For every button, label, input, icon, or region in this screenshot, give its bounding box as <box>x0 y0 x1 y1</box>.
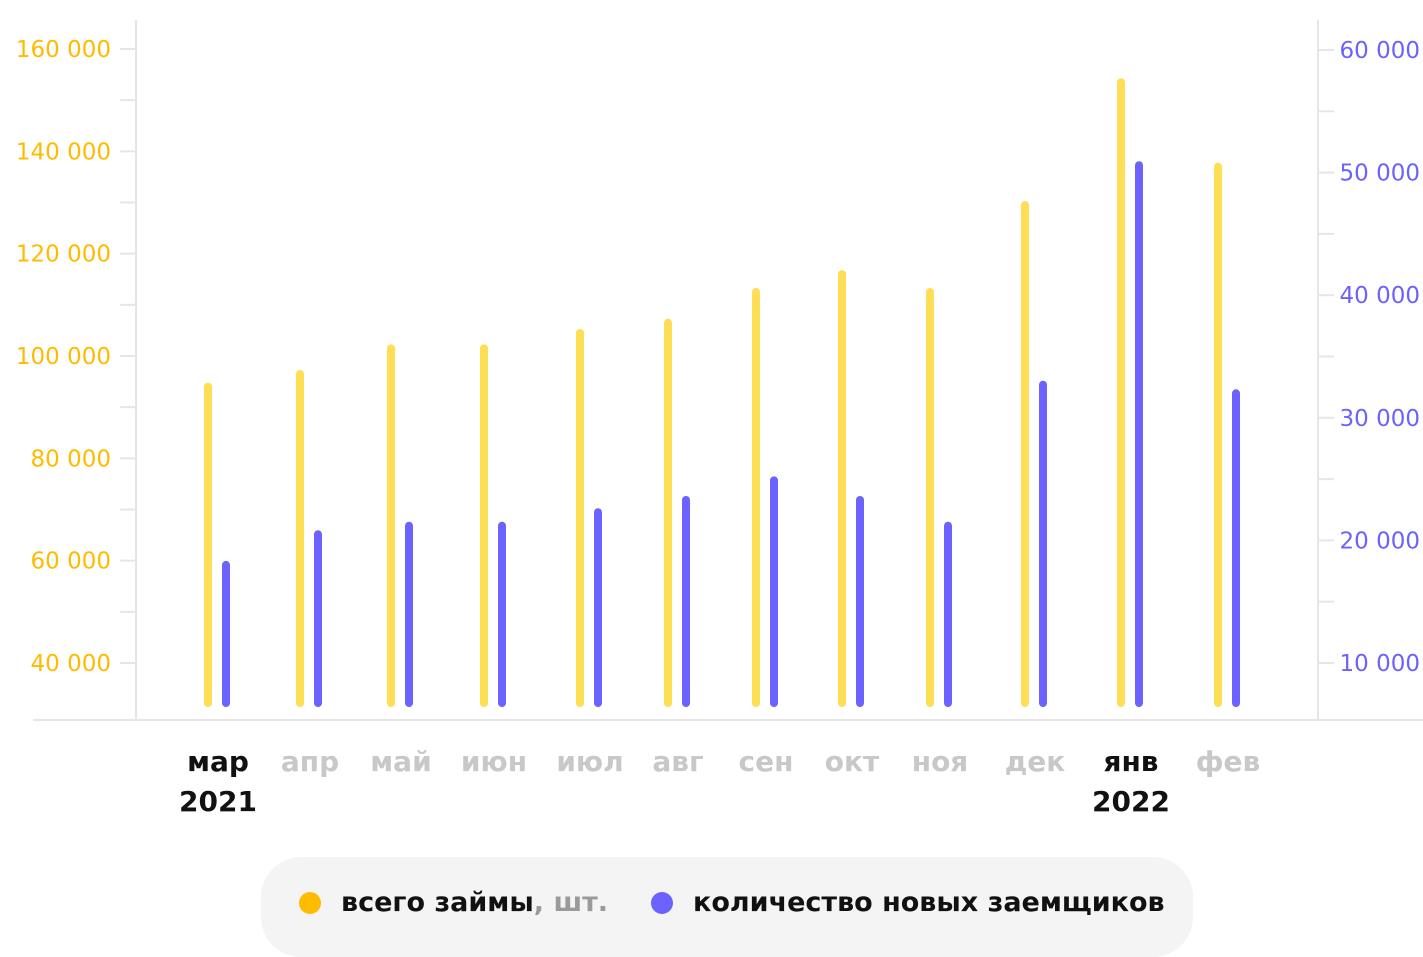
x-tick-label-июн: июн <box>461 745 527 778</box>
legend: всего займы, шт. количество новых заемщи… <box>261 857 1193 957</box>
x-axis-labels: мар апр май июн июл авг сен окт ноя дек янв фев 2021… <box>179 745 1260 818</box>
x-tick-label-сен: сен <box>739 745 794 778</box>
x-year-label-2021: 2021 <box>179 785 257 818</box>
right-tick-label: 10 000 <box>1340 651 1420 677</box>
left-tick-label: 60 000 <box>31 549 111 575</box>
legend-loans-unit: , шт. <box>533 887 609 918</box>
legend-item-loans: всего займы, шт. <box>299 887 608 918</box>
right-tick-label: 40 000 <box>1340 283 1420 309</box>
x-tick-label-мар: мар <box>187 745 249 778</box>
left-tick-label: 140 000 <box>16 139 111 165</box>
left-tick-label: 160 000 <box>16 37 111 63</box>
x-tick-label-июл: июл <box>556 745 623 778</box>
legend-dot-loans <box>299 891 321 914</box>
right-tick-label: 20 000 <box>1340 528 1420 554</box>
legend-dot-borrowers <box>651 891 673 914</box>
x-tick-label-янв: янв <box>1103 745 1158 778</box>
right-tick-label: 50 000 <box>1340 161 1420 187</box>
bars <box>204 78 1240 707</box>
left-tick-label: 40 000 <box>31 651 111 677</box>
x-tick-label-фев: фев <box>1196 745 1261 778</box>
right-tick-label: 60 000 <box>1340 38 1420 64</box>
left-tick-label: 80 000 <box>31 446 111 472</box>
x-tick-label-окт: окт <box>825 745 880 778</box>
x-tick-label-май: май <box>370 745 431 778</box>
x-tick-label-апр: апр <box>281 745 339 778</box>
legend-loans-label: всего займы <box>341 887 534 918</box>
left-axis-ticks: 40 000 60 000 80 000 100 000 120 000 140 000 1… <box>16 37 136 677</box>
left-tick-label: 120 000 <box>16 242 111 268</box>
x-year-label-2022: 2022 <box>1092 785 1170 818</box>
dual-axis-bar-chart: 40 000 60 000 80 000 100 000 120 000 140 000 1… <box>16 20 1423 818</box>
x-tick-label-дек: дек <box>1005 745 1066 778</box>
legend-borrowers-label: количество новых заемщиков <box>693 887 1165 918</box>
x-tick-label-ноя: ноя <box>912 745 969 778</box>
legend-item-borrowers: количество новых заемщиков <box>651 887 1165 918</box>
right-tick-label: 30 000 <box>1340 406 1420 432</box>
right-axis-ticks: 10 000 20 000 30 000 40 000 50 000 60 000 <box>1318 38 1420 677</box>
x-tick-label-авг: авг <box>652 745 703 778</box>
axes <box>33 20 1423 721</box>
left-tick-label: 100 000 <box>16 344 111 370</box>
